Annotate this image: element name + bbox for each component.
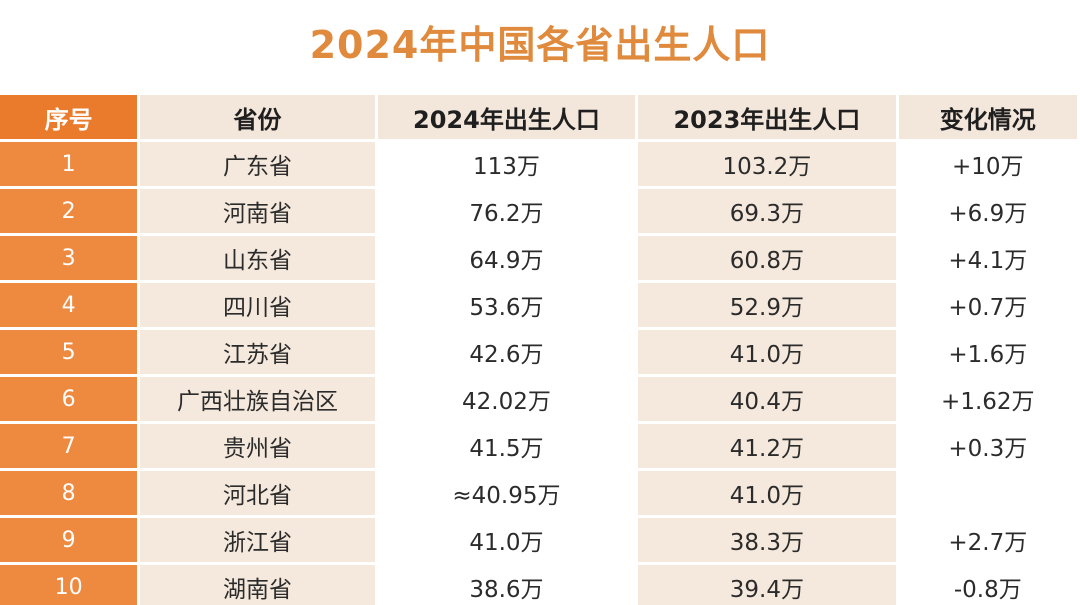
row-province: 湖南省 — [140, 565, 375, 605]
row-province: 江苏省 — [140, 330, 375, 374]
table-row: 3 山东省 64.9万 60.8万 +4.1万 — [0, 236, 1077, 280]
row-index: 2 — [0, 189, 138, 233]
row-change: -0.8万 — [898, 565, 1077, 605]
row-births-2024: ≈40.95万 — [377, 471, 636, 515]
table-row: 8 河北省 ≈40.95万 41.0万 — [0, 471, 1077, 515]
data-table: 序号 省份 2024年出生人口 2023年出生人口 变化情况 1 广东省 113… — [0, 92, 1080, 605]
row-change: +1.62万 — [898, 377, 1077, 421]
row-province: 广西壮族自治区 — [140, 377, 375, 421]
row-births-2023: 52.9万 — [638, 283, 896, 327]
header-births-2024: 2024年出生人口 — [377, 95, 636, 139]
row-change: +4.1万 — [898, 236, 1077, 280]
header-births-2023: 2023年出生人口 — [638, 95, 896, 139]
row-births-2024: 76.2万 — [377, 189, 636, 233]
row-births-2023: 41.0万 — [638, 471, 896, 515]
row-births-2023: 40.4万 — [638, 377, 896, 421]
row-births-2023: 41.0万 — [638, 330, 896, 374]
birth-population-table: 序号 省份 2024年出生人口 2023年出生人口 变化情况 1 广东省 113… — [0, 92, 1080, 605]
header-province: 省份 — [140, 95, 375, 139]
row-province: 广东省 — [140, 142, 375, 186]
row-births-2024: 42.02万 — [377, 377, 636, 421]
row-births-2024: 41.0万 — [377, 518, 636, 562]
row-births-2024: 64.9万 — [377, 236, 636, 280]
row-change: +0.3万 — [898, 424, 1077, 468]
table-row: 4 四川省 53.6万 52.9万 +0.7万 — [0, 283, 1077, 327]
row-province: 贵州省 — [140, 424, 375, 468]
table-row: 1 广东省 113万 103.2万 +10万 — [0, 142, 1077, 186]
row-province: 河北省 — [140, 471, 375, 515]
header-change: 变化情况 — [898, 95, 1077, 139]
header-index: 序号 — [0, 95, 138, 139]
row-change: +2.7万 — [898, 518, 1077, 562]
row-births-2023: 69.3万 — [638, 189, 896, 233]
table-row: 6 广西壮族自治区 42.02万 40.4万 +1.62万 — [0, 377, 1077, 421]
row-births-2024: 38.6万 — [377, 565, 636, 605]
row-index: 1 — [0, 142, 138, 186]
header-row: 序号 省份 2024年出生人口 2023年出生人口 变化情况 — [0, 95, 1077, 139]
table-row: 10 湖南省 38.6万 39.4万 -0.8万 — [0, 565, 1077, 605]
row-index: 4 — [0, 283, 138, 327]
row-province: 四川省 — [140, 283, 375, 327]
page-title: 2024年中国各省出生人口 — [309, 23, 771, 67]
row-index: 5 — [0, 330, 138, 374]
row-births-2024: 41.5万 — [377, 424, 636, 468]
row-births-2023: 41.2万 — [638, 424, 896, 468]
table-row: 7 贵州省 41.5万 41.2万 +0.3万 — [0, 424, 1077, 468]
row-province: 山东省 — [140, 236, 375, 280]
row-births-2023: 39.4万 — [638, 565, 896, 605]
row-births-2023: 38.3万 — [638, 518, 896, 562]
row-province: 浙江省 — [140, 518, 375, 562]
row-births-2023: 103.2万 — [638, 142, 896, 186]
row-births-2023: 60.8万 — [638, 236, 896, 280]
row-province: 河南省 — [140, 189, 375, 233]
row-index: 9 — [0, 518, 138, 562]
row-change: +6.9万 — [898, 189, 1077, 233]
table-row: 5 江苏省 42.6万 41.0万 +1.6万 — [0, 330, 1077, 374]
row-births-2024: 113万 — [377, 142, 636, 186]
row-change: +0.7万 — [898, 283, 1077, 327]
row-index: 6 — [0, 377, 138, 421]
table-row: 9 浙江省 41.0万 38.3万 +2.7万 — [0, 518, 1077, 562]
row-change: +1.6万 — [898, 330, 1077, 374]
row-change: +10万 — [898, 142, 1077, 186]
table-row: 2 河南省 76.2万 69.3万 +6.9万 — [0, 189, 1077, 233]
row-index: 7 — [0, 424, 138, 468]
row-index: 8 — [0, 471, 138, 515]
row-index: 10 — [0, 565, 138, 605]
row-births-2024: 53.6万 — [377, 283, 636, 327]
row-change — [898, 471, 1077, 515]
row-births-2024: 42.6万 — [377, 330, 636, 374]
row-index: 3 — [0, 236, 138, 280]
